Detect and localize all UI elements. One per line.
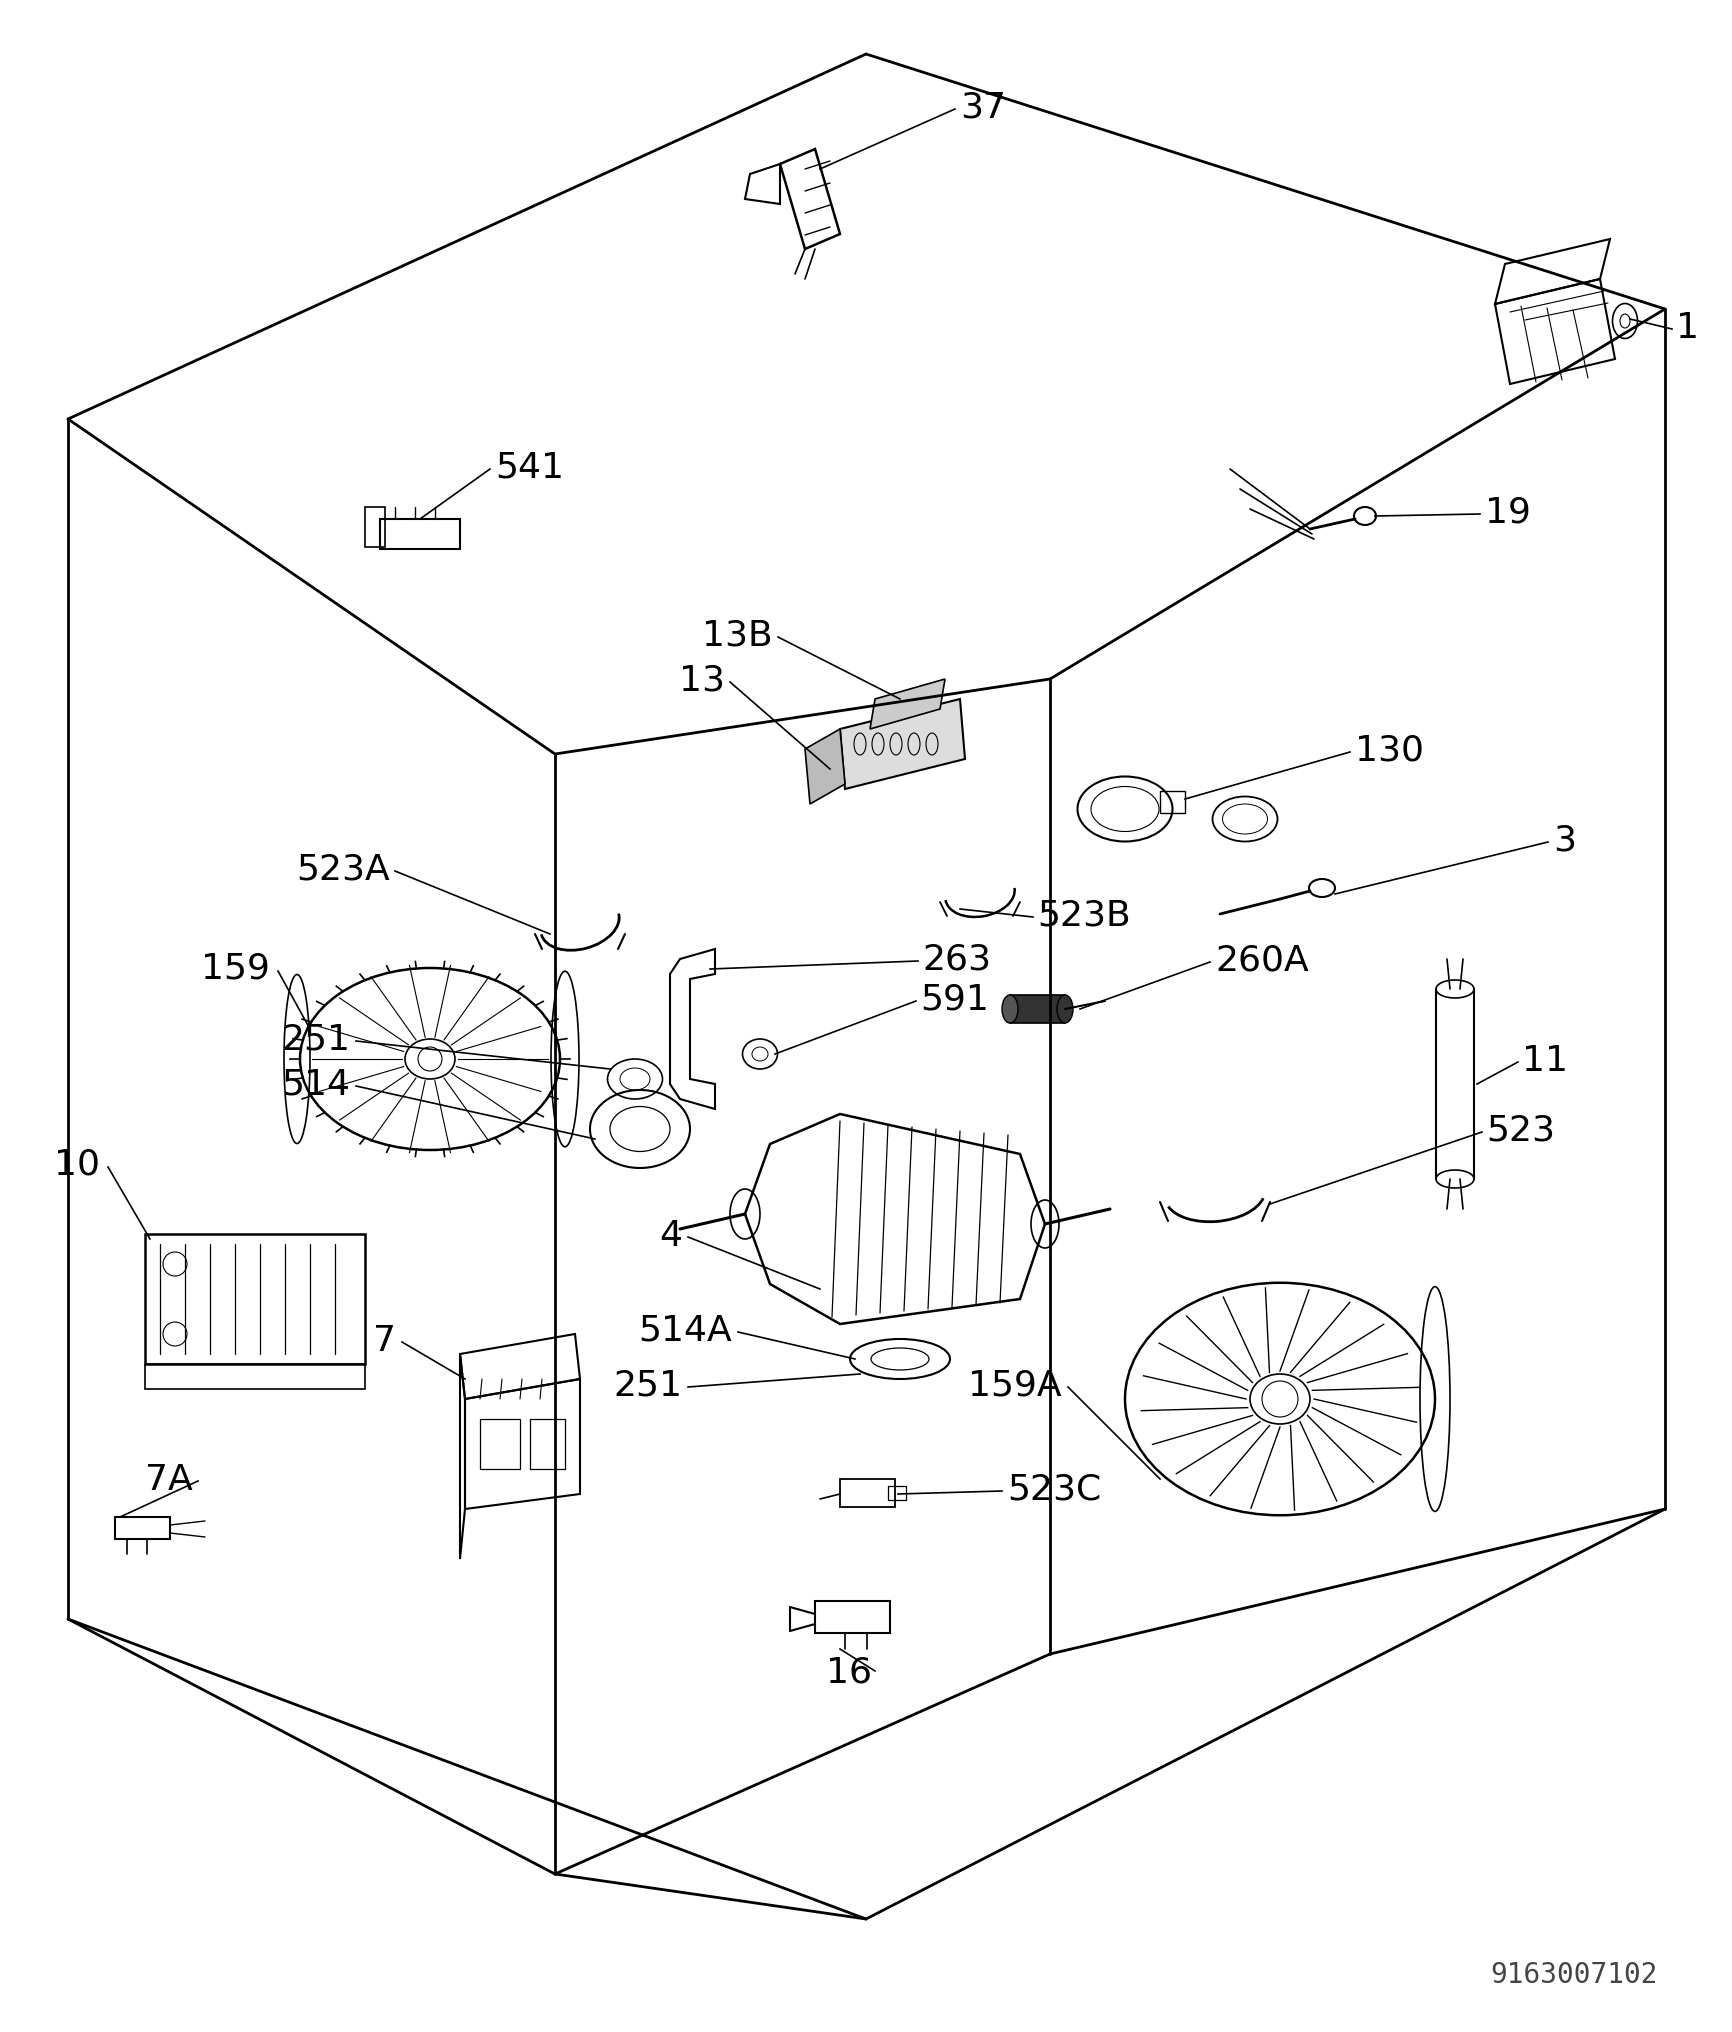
Text: 10: 10 bbox=[54, 1148, 100, 1181]
Text: 514: 514 bbox=[281, 1067, 350, 1101]
Bar bbox=[114, 1518, 170, 1540]
Text: 523A: 523A bbox=[296, 853, 390, 886]
Polygon shape bbox=[869, 679, 944, 729]
Text: 16: 16 bbox=[826, 1656, 871, 1689]
Text: 514A: 514A bbox=[637, 1313, 731, 1347]
Text: 159: 159 bbox=[201, 951, 270, 986]
Text: 523: 523 bbox=[1484, 1114, 1554, 1148]
Bar bbox=[365, 508, 385, 549]
Text: 130: 130 bbox=[1354, 734, 1424, 768]
Text: 541: 541 bbox=[495, 451, 563, 486]
Text: 1: 1 bbox=[1675, 311, 1697, 345]
Text: 11: 11 bbox=[1521, 1044, 1567, 1077]
Bar bbox=[1159, 792, 1185, 813]
Bar bbox=[379, 520, 459, 551]
Bar bbox=[814, 1601, 890, 1634]
Text: 591: 591 bbox=[920, 983, 989, 1016]
Text: 260A: 260A bbox=[1214, 943, 1308, 977]
Polygon shape bbox=[840, 699, 965, 790]
Text: 7: 7 bbox=[372, 1323, 397, 1357]
Bar bbox=[887, 1485, 906, 1500]
Text: 13B: 13B bbox=[701, 618, 772, 652]
Text: 37: 37 bbox=[960, 91, 1005, 124]
Bar bbox=[1010, 996, 1065, 1024]
Circle shape bbox=[417, 1046, 442, 1071]
Text: 523C: 523C bbox=[1006, 1473, 1100, 1506]
Text: 7A: 7A bbox=[145, 1463, 192, 1496]
Text: 263: 263 bbox=[921, 943, 991, 977]
Bar bbox=[840, 1479, 894, 1508]
Text: 3: 3 bbox=[1552, 823, 1574, 858]
Bar bbox=[480, 1418, 520, 1469]
Text: 9163007102: 9163007102 bbox=[1490, 1961, 1656, 1987]
Text: 251: 251 bbox=[281, 1022, 350, 1057]
Ellipse shape bbox=[1001, 996, 1017, 1024]
Text: 523B: 523B bbox=[1036, 898, 1129, 933]
Text: 159A: 159A bbox=[968, 1368, 1062, 1402]
Bar bbox=[530, 1418, 565, 1469]
Circle shape bbox=[1261, 1382, 1297, 1416]
Polygon shape bbox=[805, 729, 845, 805]
Text: 19: 19 bbox=[1484, 496, 1529, 530]
Text: 13: 13 bbox=[679, 664, 724, 697]
Bar bbox=[145, 1363, 365, 1390]
Ellipse shape bbox=[1057, 996, 1072, 1024]
Text: 251: 251 bbox=[613, 1368, 682, 1402]
Text: 4: 4 bbox=[658, 1219, 682, 1252]
